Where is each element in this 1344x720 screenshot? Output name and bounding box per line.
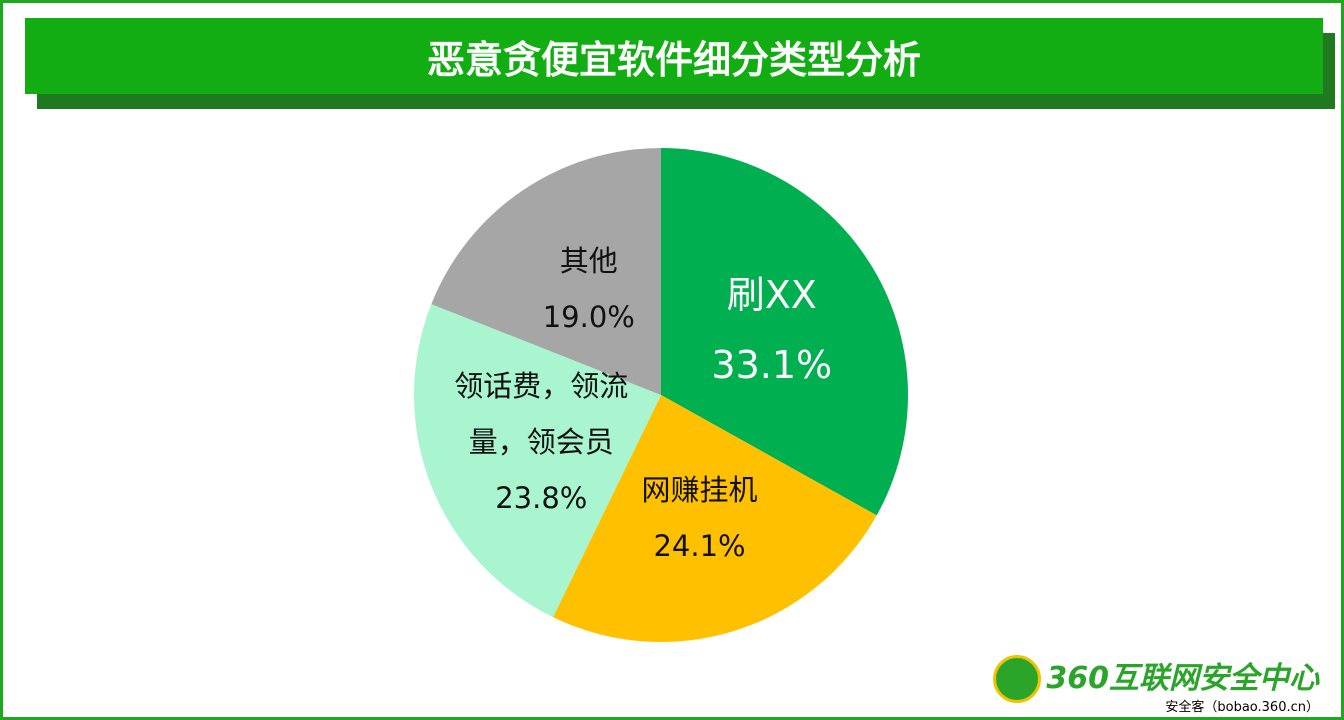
logo-icon	[993, 655, 1041, 703]
slice-label: 刷XX 33.1%	[672, 260, 872, 400]
category: 刷XX	[726, 272, 817, 317]
logo-text: 360互联网安全中心	[1046, 661, 1319, 696]
pie-slice	[553, 395, 877, 642]
slice-label: 领话费，领流量，领会员 23.8%	[441, 358, 641, 526]
category: 领话费，领流量，领会员	[454, 368, 629, 459]
value-label: 19.0%	[542, 299, 635, 334]
pie-slice	[661, 148, 908, 516]
slice-label: 其他 19.0%	[489, 233, 689, 345]
pie-slice	[414, 304, 661, 618]
category: 网赚挂机	[641, 472, 758, 507]
category: 其他	[559, 243, 618, 278]
source: 安全客（bobao.360.cn）	[1165, 700, 1319, 715]
value-label: 23.8%	[495, 480, 588, 515]
chart-title: 恶意贪便宜软件细分类型分析	[25, 18, 1323, 94]
slice-label: 网赚挂机 24.1%	[600, 462, 800, 574]
pie-slice	[431, 147, 661, 395]
value-label: 24.1%	[653, 528, 746, 563]
value-label: 33.1%	[711, 342, 833, 387]
chart	[414, 147, 908, 642]
